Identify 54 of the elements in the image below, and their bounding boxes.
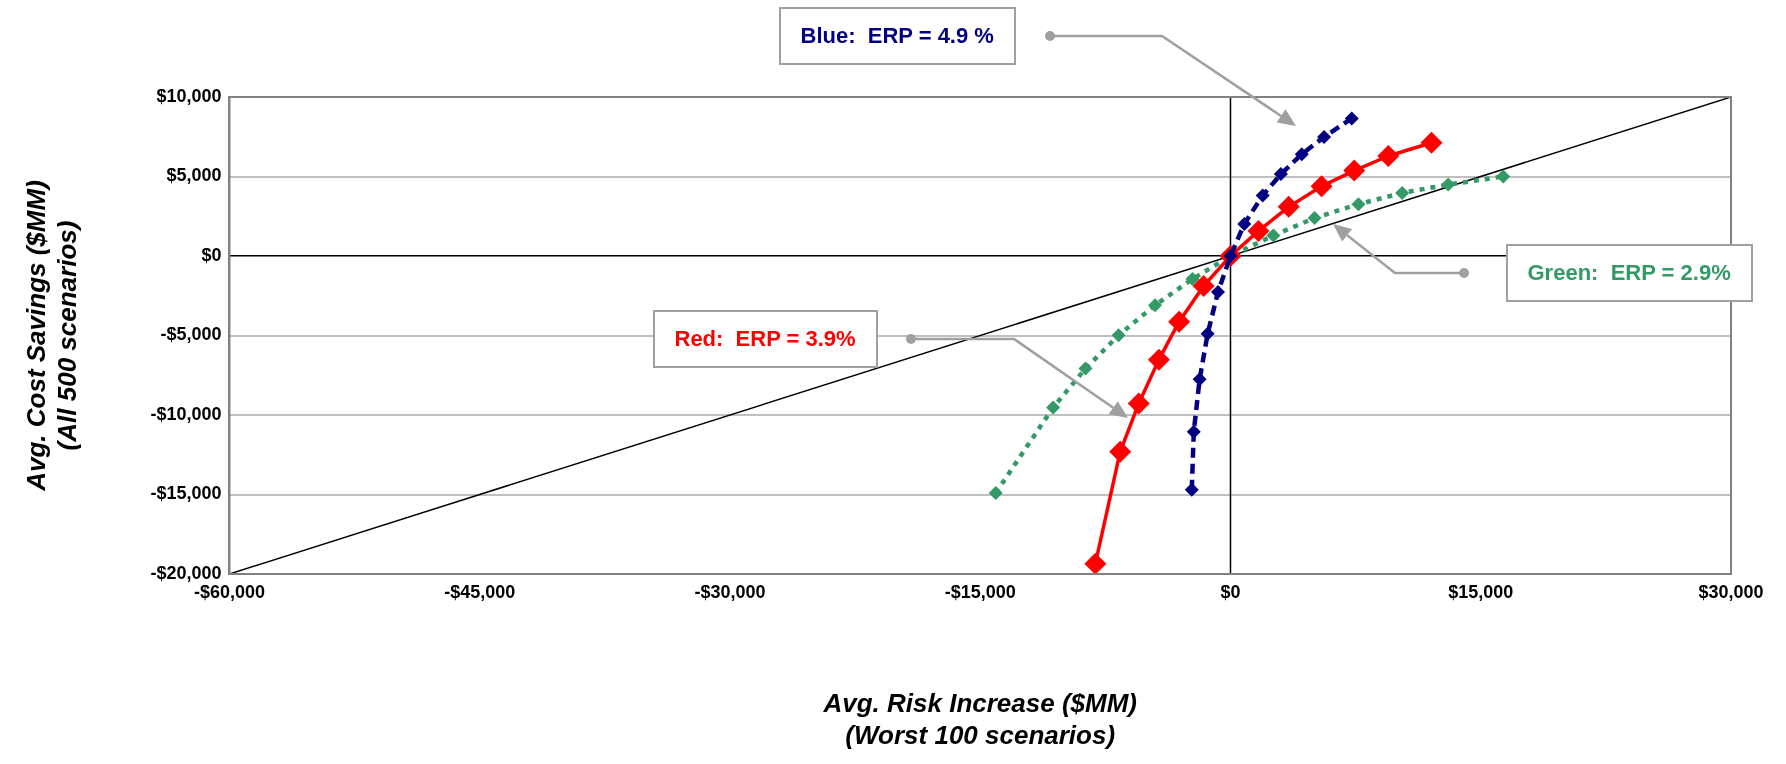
point — [1147, 348, 1170, 371]
point — [1109, 440, 1132, 463]
point — [1192, 274, 1215, 297]
point — [1237, 216, 1252, 231]
point — [1377, 144, 1400, 167]
point — [1307, 211, 1322, 225]
point — [1210, 285, 1225, 300]
point — [1317, 129, 1332, 144]
point — [1186, 424, 1201, 439]
point — [1255, 188, 1270, 203]
annotation: Green: ERP = 2.9% — [1505, 244, 1753, 302]
point — [1277, 195, 1300, 218]
y-tick-label: -$15,000 — [150, 483, 222, 504]
y-axis-title: Avg. Cost Savings ($MM) (All 500 scenarios) — [20, 180, 82, 492]
point — [1046, 400, 1061, 415]
point — [1441, 177, 1456, 192]
y-tick-label: -$10,000 — [150, 403, 222, 424]
point — [1344, 111, 1359, 126]
point — [1127, 392, 1150, 415]
y-tick-label: -$5,000 — [160, 324, 222, 345]
point — [1343, 159, 1366, 182]
y-tick-label: $5,000 — [166, 165, 222, 186]
y-tick-label: $10,000 — [156, 85, 222, 106]
point — [1351, 197, 1366, 212]
x-tick-label: -$60,000 — [193, 581, 265, 602]
point — [1310, 175, 1333, 198]
x-tick-label: $30,000 — [1698, 581, 1764, 602]
point — [1247, 219, 1270, 242]
point — [1395, 185, 1410, 200]
point — [1078, 361, 1093, 376]
x-tick-label: -$30,000 — [694, 581, 766, 602]
point — [1168, 310, 1191, 333]
point — [1200, 326, 1215, 341]
point — [1111, 328, 1126, 343]
y-tick-label: $0 — [201, 244, 222, 265]
point — [1266, 228, 1281, 243]
x-axis-title: Avg. Risk Increase ($MM) (Worst 100 scenarios) — [822, 688, 1138, 750]
point — [1192, 372, 1207, 387]
annotation: Red: ERP = 3.9% — [652, 310, 878, 368]
x-tick-label: $0 — [1220, 581, 1241, 602]
point — [1148, 298, 1163, 313]
point — [1184, 482, 1199, 497]
point — [1084, 552, 1107, 574]
x-tick-label: $15,000 — [1448, 581, 1514, 602]
x-tick-label: -$15,000 — [944, 581, 1016, 602]
x-tick-label: -$45,000 — [444, 581, 516, 602]
y-tick-label: -$20,000 — [150, 562, 222, 583]
text: Blue: ERP = 4.9 % — [778, 7, 1016, 65]
point — [1185, 272, 1200, 287]
point — [988, 485, 1003, 500]
point — [1496, 169, 1511, 184]
point — [1294, 147, 1309, 162]
point — [1273, 167, 1288, 182]
point — [1420, 131, 1443, 154]
